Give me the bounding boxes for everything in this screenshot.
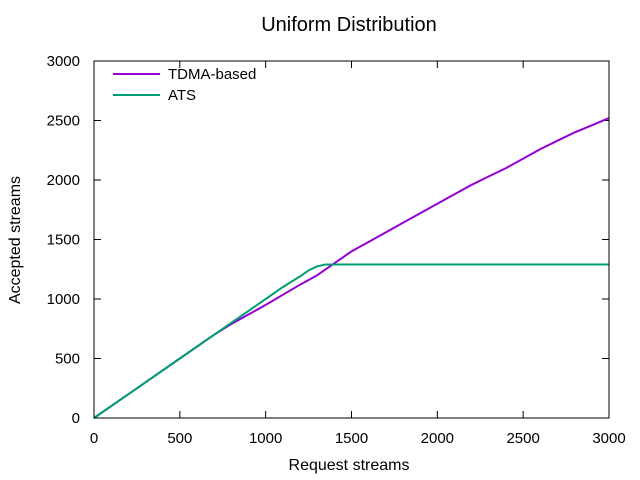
x-tick-label: 2000: [421, 430, 454, 447]
legend-label-1: ATS: [168, 87, 196, 104]
x-tick-label: 1500: [335, 430, 368, 447]
y-tick-label: 1500: [47, 232, 80, 249]
y-axis-label: Accepted streams: [7, 176, 24, 304]
x-axis-label: Request streams: [289, 457, 410, 474]
axis-ticks: 0 500 1000 1500 2000 2500 3000 0 500 1000 1500 2000…: [47, 53, 626, 447]
y-tick-label: 2000: [47, 172, 80, 189]
series-line-1: [93, 263, 609, 419]
x-tick-label: 3000: [592, 430, 625, 447]
series-line-0: [93, 117, 610, 419]
legend-label-0: TDMA-based: [168, 66, 256, 83]
x-tick-label: 500: [167, 430, 192, 447]
y-tick-label: 3000: [47, 53, 80, 70]
y-tick-label: 500: [55, 351, 80, 368]
x-tick-label: 0: [90, 430, 98, 447]
y-tick-label: 0: [72, 410, 80, 427]
x-tick-label: 2500: [506, 430, 539, 447]
legend: TDMA-based ATS: [113, 66, 256, 104]
plot-frame: [93, 60, 610, 419]
x-tick-label: 1000: [249, 430, 282, 447]
y-tick-label: 1000: [47, 291, 80, 308]
chart-title: Uniform Distribution: [261, 14, 437, 36]
y-tick-label: 2500: [47, 113, 80, 130]
series-lines: [93, 117, 610, 419]
